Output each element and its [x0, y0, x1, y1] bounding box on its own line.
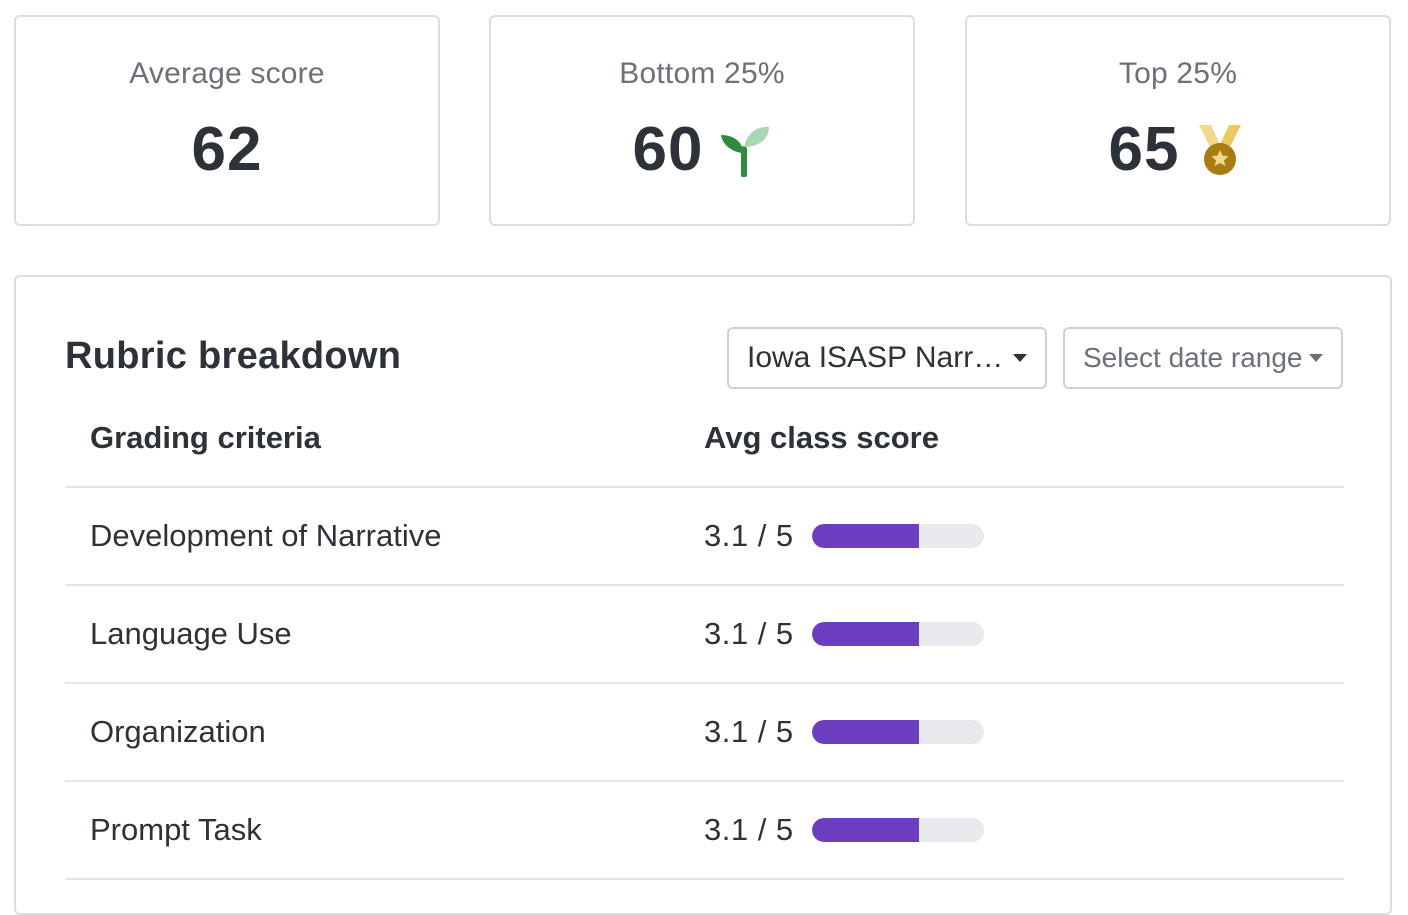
score-bar-fill — [812, 720, 919, 744]
rubric-breakdown-title: Rubric breakdown — [65, 335, 402, 377]
rubric-breakdown-card: Rubric breakdown Iowa ISASP Narr… Select… — [14, 275, 1392, 915]
score-bar-fill — [812, 622, 919, 646]
average-score-value: 62 — [191, 115, 263, 184]
bottom-25-label: Bottom 25% — [619, 57, 785, 90]
rubric-select[interactable]: Iowa ISASP Narr… — [727, 327, 1047, 389]
table-row: Organization 3.1 / 5 — [65, 684, 1344, 782]
score-bar — [812, 720, 984, 744]
column-header-avg-class-score: Avg class score — [704, 419, 939, 455]
rubric-select-value: Iowa ISASP Narr… — [747, 341, 1004, 374]
date-range-placeholder: Select date range — [1083, 342, 1303, 373]
column-header-grading-criteria: Grading criteria — [90, 419, 321, 455]
average-score-card: Average score 62 — [14, 15, 440, 226]
score-text: 3.1 / 5 — [704, 518, 794, 553]
sprout-icon — [717, 123, 771, 177]
top-25-card: Top 25% 65 — [965, 15, 1391, 226]
score-bar-fill — [812, 818, 919, 842]
chevron-down-icon — [1309, 354, 1323, 362]
score-bar — [812, 524, 984, 548]
table-row: Development of Narrative 3.1 / 5 — [65, 488, 1344, 586]
top-25-label: Top 25% — [1118, 57, 1238, 90]
rubric-table: Grading criteria Avg class score Develop… — [65, 389, 1344, 880]
medal-icon — [1193, 123, 1247, 177]
table-row: Prompt Task 3.1 / 5 — [65, 782, 1344, 880]
top-25-value: 65 — [1108, 115, 1180, 184]
criterion-name: Development of Narrative — [90, 518, 442, 553]
criterion-name: Language Use — [90, 616, 292, 651]
bottom-25-value: 60 — [632, 115, 704, 184]
score-bar-fill — [812, 524, 919, 548]
criterion-name: Prompt Task — [90, 812, 262, 847]
score-bar — [812, 622, 984, 646]
table-header: Grading criteria Avg class score — [65, 389, 1344, 488]
score-text: 3.1 / 5 — [704, 714, 794, 749]
average-score-label: Average score — [129, 57, 325, 90]
date-range-select[interactable]: Select date range — [1063, 327, 1343, 389]
score-bar — [812, 818, 984, 842]
table-row: Language Use 3.1 / 5 — [65, 586, 1344, 684]
bottom-25-card: Bottom 25% 60 — [489, 15, 915, 226]
criterion-name: Organization — [90, 714, 266, 749]
score-text: 3.1 / 5 — [704, 812, 794, 847]
score-text: 3.1 / 5 — [704, 616, 794, 651]
chevron-down-icon — [1013, 354, 1027, 362]
